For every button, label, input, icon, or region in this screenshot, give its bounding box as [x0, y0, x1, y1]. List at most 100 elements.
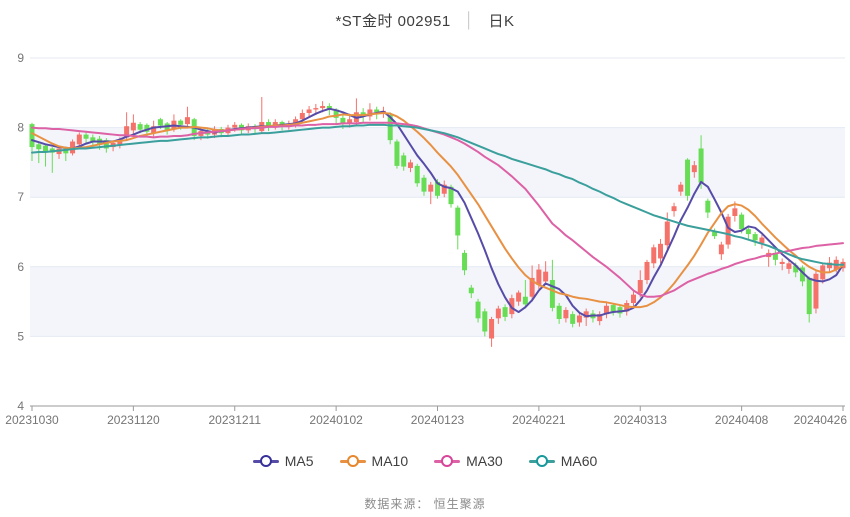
candle-up: [583, 311, 589, 318]
legend-label: MA10: [371, 453, 409, 469]
candle-up: [232, 124, 238, 128]
candle-down: [617, 307, 623, 314]
candle-down: [685, 159, 691, 196]
data-source-value: 恒生聚源: [433, 497, 486, 511]
candle-down: [43, 145, 49, 152]
candle-down: [90, 137, 96, 142]
candle-up: [813, 273, 819, 309]
candle-down: [556, 305, 562, 319]
candle-down: [266, 122, 272, 127]
candle-down: [401, 155, 407, 167]
candle-down: [549, 280, 555, 308]
x-axis-label: 20231211: [209, 413, 262, 427]
candle-up: [428, 184, 434, 192]
candle-down: [468, 287, 474, 294]
candle-down: [387, 115, 393, 141]
legend-item-ma5[interactable]: MA5: [252, 453, 314, 469]
legend-label: MA5: [284, 453, 314, 469]
candle-up: [536, 269, 542, 285]
candle-down: [793, 265, 799, 273]
candle-down: [698, 148, 704, 183]
candle-down: [610, 305, 616, 312]
legend-line-icon: [339, 454, 366, 468]
candle-up: [529, 277, 535, 297]
candle-up: [272, 122, 278, 127]
y-axis-label: 4: [17, 399, 24, 413]
plot-band: [30, 266, 845, 337]
candle-down: [772, 252, 778, 260]
candle-down: [394, 141, 400, 166]
candle-up: [306, 109, 312, 113]
legend-item-ma30[interactable]: MA30: [434, 453, 503, 469]
candle-down: [157, 119, 163, 126]
x-axis-label: 20231030: [5, 413, 59, 427]
candle-down: [570, 314, 576, 324]
y-axis-label: 8: [17, 121, 24, 135]
candle-down: [83, 134, 89, 139]
candle-down: [462, 252, 468, 271]
candle-down: [502, 307, 508, 317]
candle-up: [597, 314, 603, 322]
candle-up: [678, 184, 684, 192]
legend-label: MA60: [560, 453, 598, 469]
candle-up: [495, 308, 501, 319]
candle-down: [705, 200, 711, 213]
candle-up: [543, 271, 549, 282]
candle-up: [671, 206, 677, 212]
candle-up: [691, 165, 697, 173]
candle-up: [441, 184, 447, 194]
chart-title: *ST金时 002951 │ 日K: [0, 10, 850, 31]
candle-up: [658, 243, 664, 259]
candle-down: [374, 109, 380, 113]
legend-line-icon: [528, 454, 555, 468]
x-axis-label: 20240102: [309, 413, 363, 427]
candle-down: [455, 207, 461, 236]
candle-up: [124, 126, 130, 138]
chart-legend: MA5 MA10 MA30 MA60: [0, 453, 850, 469]
candle-up: [637, 280, 643, 294]
candle-up: [576, 315, 582, 323]
x-axis-label: 20240426: [794, 413, 848, 427]
candle-up: [293, 119, 299, 125]
candle-up: [664, 221, 670, 246]
candle-up: [184, 117, 190, 125]
candle-down: [137, 124, 143, 130]
candle-up: [313, 108, 319, 110]
candle-down: [739, 214, 745, 230]
candle-down: [448, 186, 454, 205]
legend-line-icon: [252, 454, 279, 468]
candle-up: [725, 216, 731, 245]
candle-down: [144, 124, 150, 132]
candle-down: [475, 301, 481, 319]
legend-line-icon: [434, 454, 461, 468]
candle-down: [36, 144, 42, 150]
candle-down: [752, 234, 758, 241]
candle-down: [178, 120, 184, 125]
y-axis-label: 5: [17, 329, 24, 343]
candle-up: [732, 208, 738, 216]
candle-up: [786, 263, 792, 269]
candle-up: [826, 262, 832, 269]
candle-down: [164, 123, 170, 132]
candle-up: [299, 112, 305, 120]
x-axis-label: 20231120: [107, 413, 160, 427]
title-symbol: *ST金时 002951: [335, 13, 451, 30]
candle-up: [759, 237, 765, 244]
ma-line-ma10: [31, 111, 844, 309]
candle-down: [806, 277, 812, 315]
candle-up: [130, 122, 136, 131]
candle-down: [799, 267, 805, 282]
candle-up: [367, 109, 373, 117]
candle-down: [340, 117, 346, 124]
candle-down: [745, 229, 751, 235]
candle-up: [320, 106, 326, 109]
candle-down: [414, 165, 420, 184]
ma-line-ma5: [31, 107, 844, 318]
legend-item-ma60[interactable]: MA60: [528, 453, 598, 469]
candle-down: [103, 140, 109, 149]
candle-down: [29, 124, 35, 148]
data-source-label: 数据来源：: [364, 497, 430, 511]
legend-item-ma10[interactable]: MA10: [339, 453, 409, 469]
candle-down: [421, 177, 427, 192]
